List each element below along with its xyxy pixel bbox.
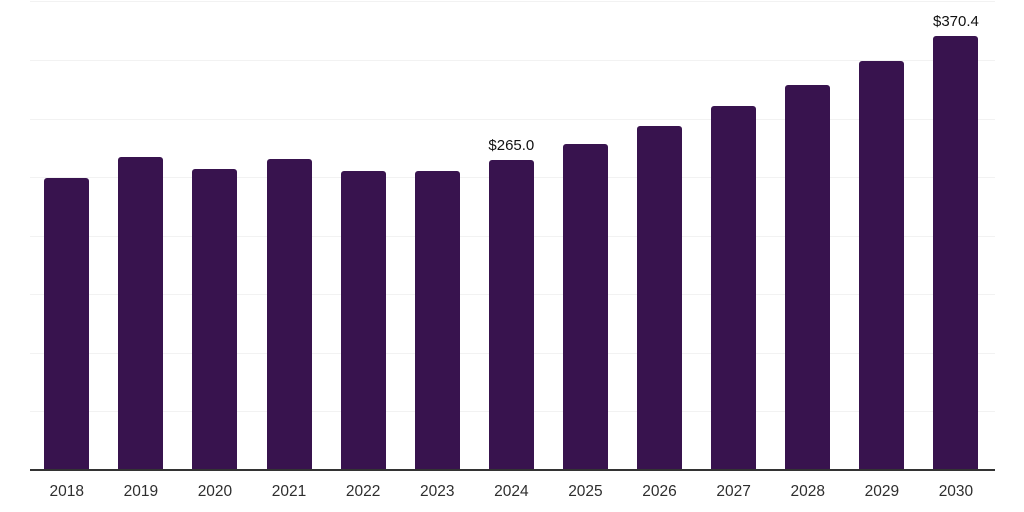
x-tick-label: 2030 [938,483,974,500]
bar-2019 [118,156,164,470]
bar-2027 [711,106,757,470]
bar-2030 [933,36,979,470]
bar-2022 [340,171,386,470]
x-tick-label: 2020 [197,483,233,500]
gridline [30,118,995,120]
bar-2024 [488,159,534,470]
gridline [30,59,995,61]
x-tick-label: 2022 [345,483,381,500]
x-tick-label: 2026 [642,483,677,500]
x-tick-label: 2021 [271,483,307,500]
x-tick-label: 2024 [494,483,529,500]
bar-value-label: $370.4 [932,13,979,31]
bar-value-label: $265.0 [488,136,535,154]
bar-2020 [192,169,238,470]
x-tick-label: 2025 [568,483,603,500]
x-tick-label: 2027 [716,483,751,500]
bar-2023 [414,170,460,470]
bar-2018 [44,177,90,470]
x-tick-label: 2028 [790,483,825,500]
x-axis-line [30,469,995,471]
bar-2026 [637,126,683,470]
gridline [30,1,995,3]
x-tick-label: 2029 [864,483,900,500]
x-tick-label: 2023 [420,483,455,500]
bar-2029 [859,60,905,470]
bar-2025 [562,144,608,470]
x-tick-label: 2019 [123,483,159,500]
x-tick-label: 2018 [49,483,84,500]
bar-2028 [785,85,831,470]
bar-2021 [266,158,312,470]
